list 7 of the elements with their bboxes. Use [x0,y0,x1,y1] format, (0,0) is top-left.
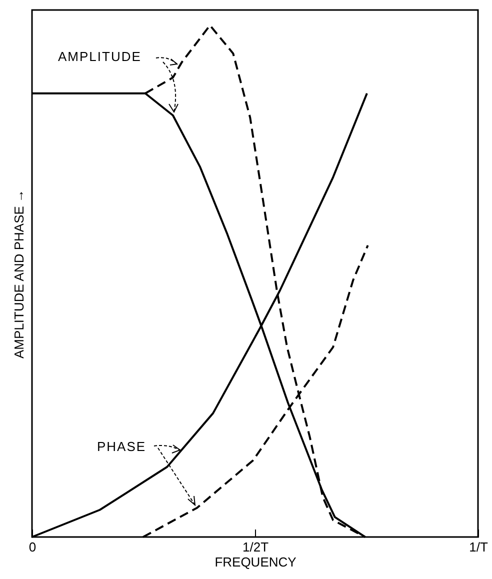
annotation: PHASE [97,439,146,454]
y-axis-title: AMPLITUDE AND PHASE → [12,189,26,359]
x-axis-title: FREQUENCY [214,554,297,570]
annotation: AMPLITUDE [58,49,142,64]
x-tick-label: 0 [28,540,36,554]
x-tick-label: 1/2T [242,540,269,554]
x-tick-label: 1/T [469,540,488,554]
